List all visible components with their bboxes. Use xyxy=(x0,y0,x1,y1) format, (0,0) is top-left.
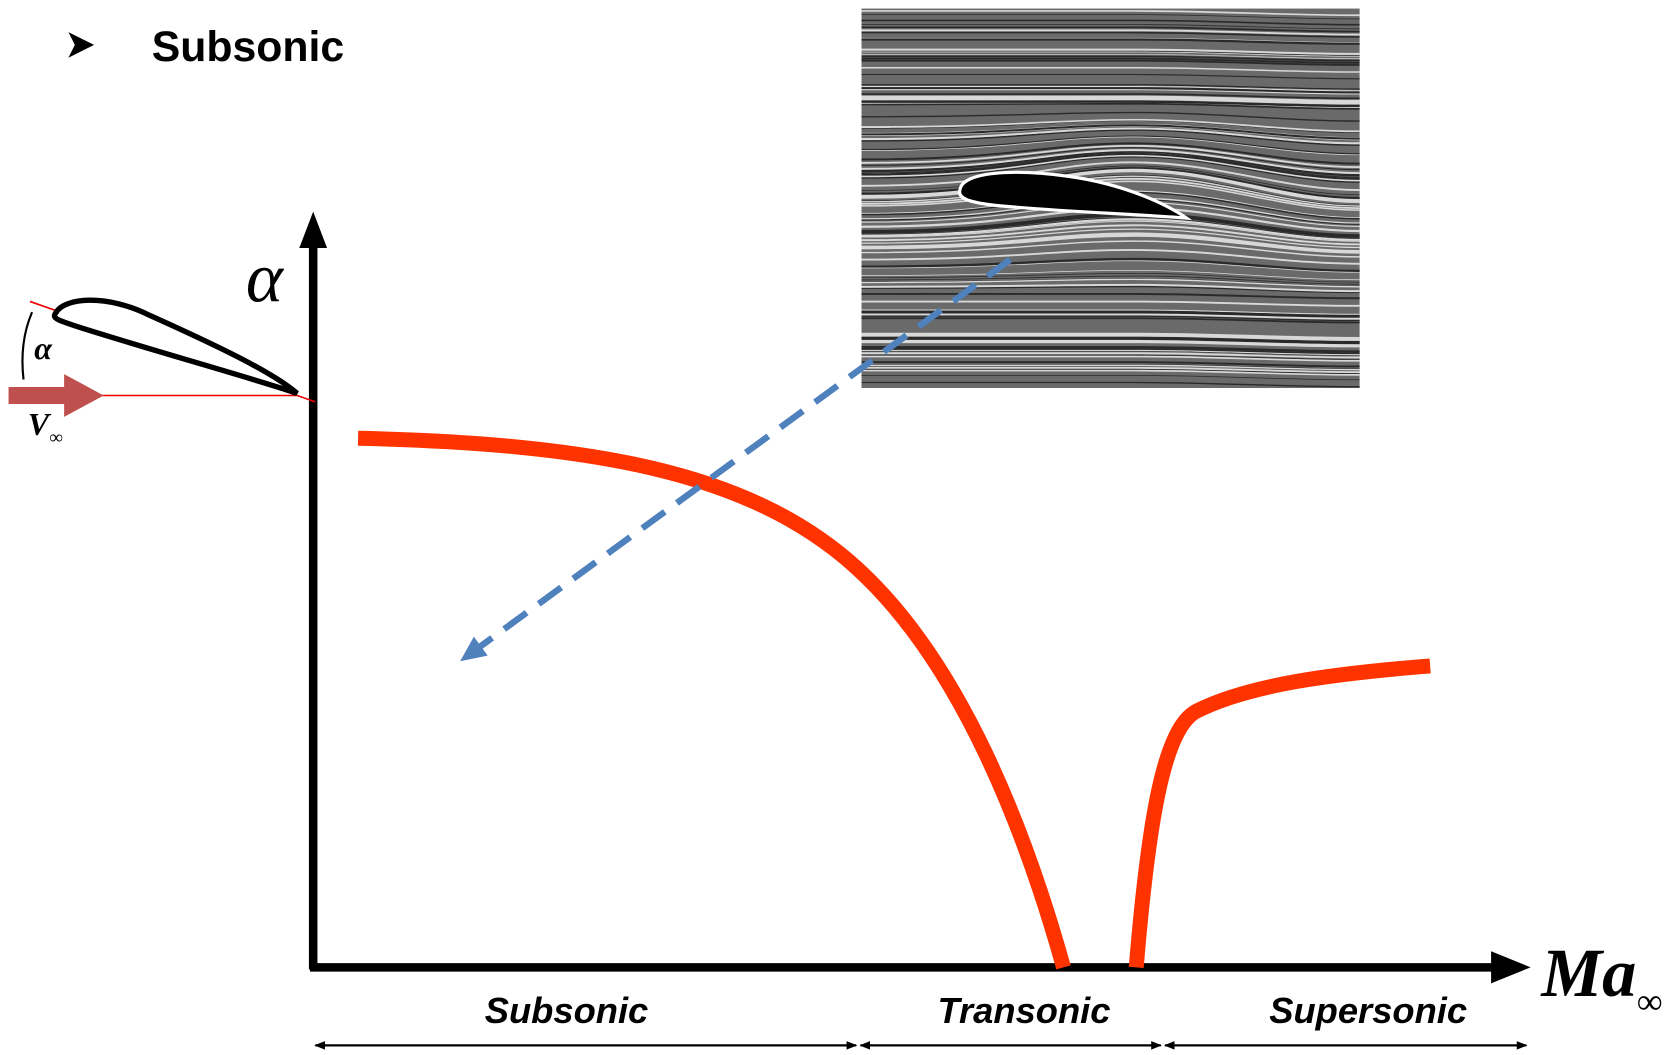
x-axis-label: Ma∞ xyxy=(1540,935,1662,1021)
velocity-sub: ∞ xyxy=(49,428,63,449)
page: Subsonic α Ma∞ α V∞ Subsonic Transonic S… xyxy=(0,0,1676,1055)
title: Subsonic xyxy=(152,23,344,71)
curve-subsonic xyxy=(358,438,1063,967)
x-axis-main: Ma xyxy=(1540,935,1636,1011)
x-axis-sub: ∞ xyxy=(1636,981,1662,1021)
curve-supersonic xyxy=(1136,666,1430,967)
regime-label: Subsonic xyxy=(485,990,649,1031)
airfoil-inset: α V∞ xyxy=(9,300,316,448)
regime-label: Transonic xyxy=(938,990,1111,1031)
x-arrow xyxy=(1491,951,1531,983)
y-axis-label: α xyxy=(246,239,285,317)
diagram: Subsonic α Ma∞ α V∞ Subsonic Transonic S… xyxy=(0,0,1676,1055)
regime-label: Supersonic xyxy=(1269,990,1467,1031)
inset-velocity: V∞ xyxy=(28,406,63,449)
bullet xyxy=(68,32,94,58)
flow-photo xyxy=(862,9,1360,388)
inset-angle: α xyxy=(34,330,53,366)
y-arrow xyxy=(299,212,327,248)
